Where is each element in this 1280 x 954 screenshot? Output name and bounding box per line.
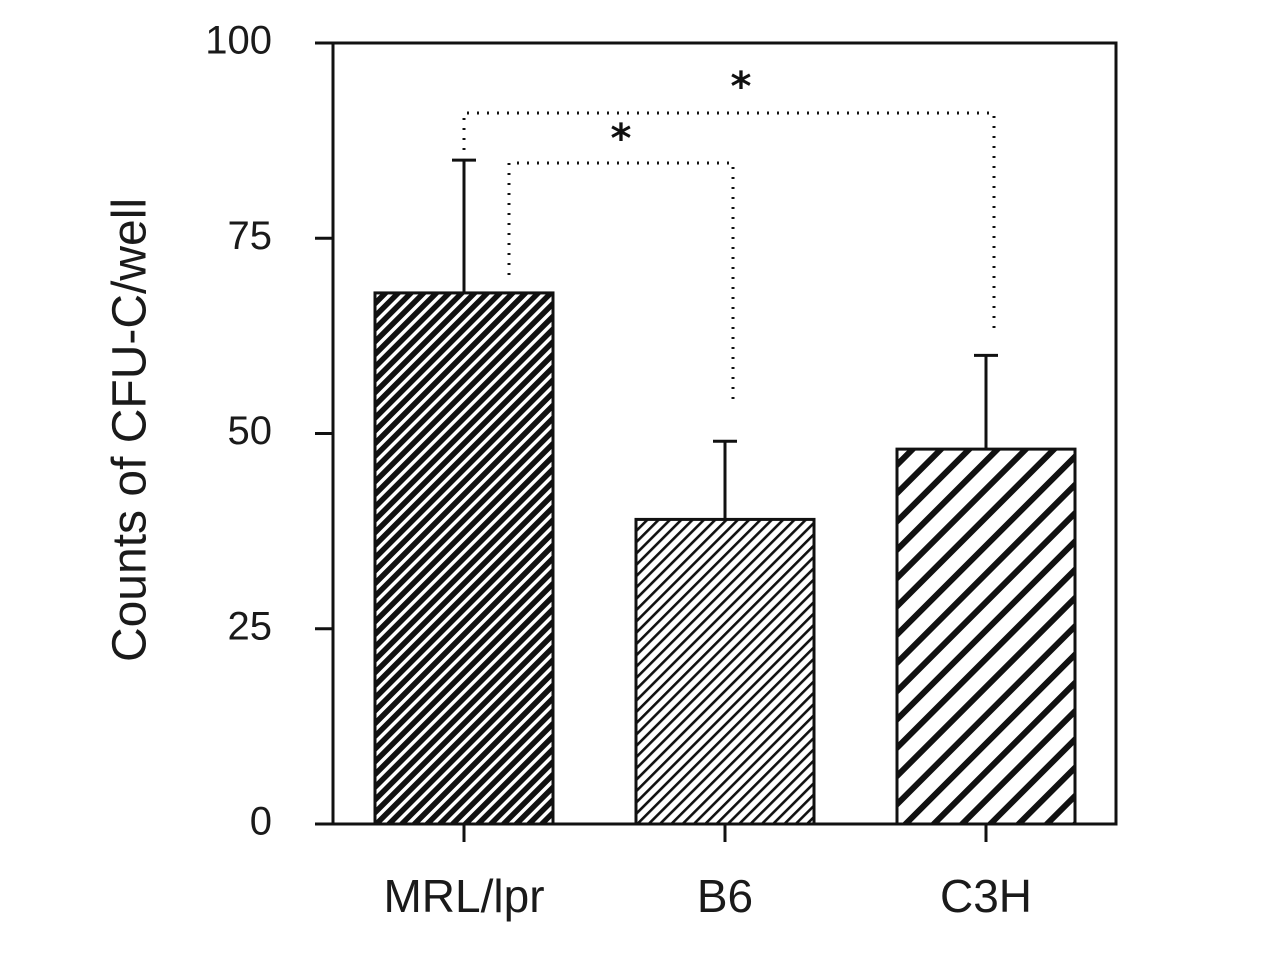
- y-axis: 0 25 50 75 100: [205, 19, 333, 844]
- significance-asterisk: *: [731, 64, 752, 110]
- x-axis: MRL/lpr B6 C3H: [383, 824, 1032, 922]
- significance-asterisk: *: [611, 116, 632, 162]
- y-tick-label: 0: [250, 800, 272, 844]
- error-bars: [452, 158, 998, 520]
- x-tick-label: MRL/lpr: [383, 870, 544, 922]
- y-tick-label: 25: [228, 604, 273, 648]
- bar-b6: [634, 517, 816, 826]
- y-tick-label: 100: [205, 19, 272, 63]
- significance-brackets: **: [462, 64, 996, 405]
- x-tick-label: C3H: [940, 870, 1032, 922]
- bar-c3h: [895, 447, 1077, 826]
- bar-mrl-lpr: [373, 291, 555, 826]
- y-tick-label: 75: [228, 214, 273, 258]
- bar-series: [373, 291, 1077, 826]
- y-axis-label: Counts of CFU-C/well: [104, 198, 157, 662]
- x-tick-label: B6: [697, 870, 753, 922]
- significance-bracket: [462, 111, 996, 330]
- y-tick-label: 50: [228, 409, 273, 453]
